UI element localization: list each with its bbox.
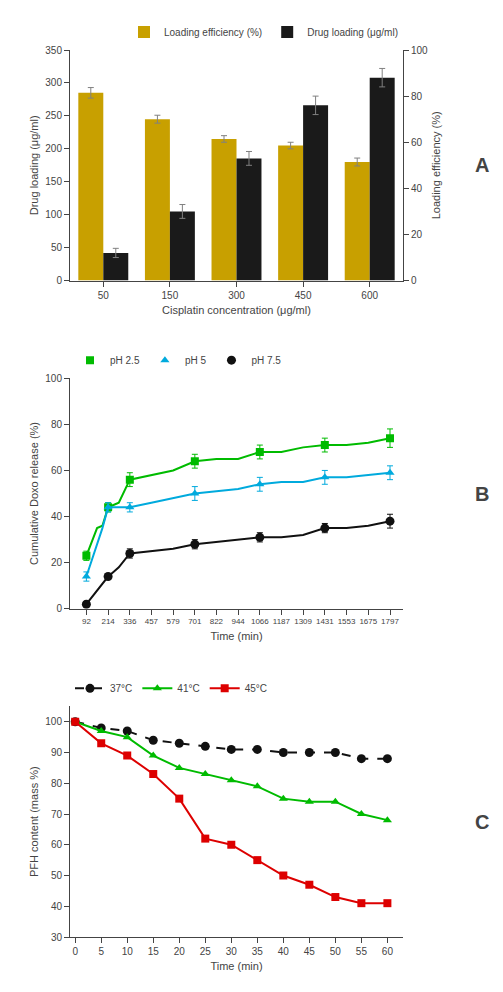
svg-text:A: A <box>475 154 489 176</box>
svg-text:Cisplatin concentration (μg/ml: Cisplatin concentration (μg/ml) <box>162 304 311 316</box>
svg-text:300: 300 <box>45 77 62 88</box>
svg-text:20: 20 <box>174 946 186 957</box>
svg-text:1797: 1797 <box>381 617 399 626</box>
svg-text:80: 80 <box>51 419 63 430</box>
svg-text:822: 822 <box>210 617 224 626</box>
svg-text:10: 10 <box>122 946 134 957</box>
svg-text:0: 0 <box>56 603 62 614</box>
svg-text:45°C: 45°C <box>245 683 267 694</box>
svg-text:1431: 1431 <box>316 617 334 626</box>
svg-text:PFH content (mass %): PFH content (mass %) <box>28 766 40 877</box>
svg-text:Cumulative Doxo release (%): Cumulative Doxo release (%) <box>28 422 40 565</box>
svg-text:45: 45 <box>304 946 316 957</box>
svg-text:579: 579 <box>166 617 180 626</box>
svg-text:B: B <box>475 483 489 505</box>
svg-text:55: 55 <box>356 946 368 957</box>
svg-text:457: 457 <box>145 617 159 626</box>
svg-text:35: 35 <box>252 946 264 957</box>
svg-text:350: 350 <box>45 45 62 56</box>
svg-text:37°C: 37°C <box>110 683 132 694</box>
svg-text:Loading efficiency (%): Loading efficiency (%) <box>164 27 262 38</box>
svg-text:40: 40 <box>278 946 290 957</box>
svg-text:70: 70 <box>51 809 63 820</box>
svg-text:60: 60 <box>411 137 423 148</box>
svg-text:30: 30 <box>51 932 63 943</box>
svg-text:150: 150 <box>162 290 179 301</box>
svg-text:0: 0 <box>411 275 417 286</box>
svg-text:450: 450 <box>295 290 312 301</box>
svg-text:40: 40 <box>411 183 423 194</box>
svg-text:100: 100 <box>411 45 428 56</box>
svg-text:Drug loading (μg/ml): Drug loading (μg/ml) <box>28 115 40 215</box>
svg-text:pH 7.5: pH 7.5 <box>251 355 281 366</box>
svg-text:30: 30 <box>226 946 238 957</box>
svg-text:701: 701 <box>188 617 202 626</box>
svg-text:250: 250 <box>45 110 62 121</box>
svg-text:92: 92 <box>82 617 91 626</box>
svg-text:600: 600 <box>361 290 378 301</box>
svg-text:50: 50 <box>51 242 63 253</box>
svg-text:40: 40 <box>51 901 63 912</box>
svg-text:100: 100 <box>45 373 62 384</box>
svg-text:0: 0 <box>72 946 78 957</box>
svg-text:15: 15 <box>148 946 160 957</box>
svg-text:Drug loading (μg/ml): Drug loading (μg/ml) <box>307 27 398 38</box>
svg-text:60: 60 <box>51 839 63 850</box>
svg-text:150: 150 <box>45 176 62 187</box>
svg-text:pH 5: pH 5 <box>185 355 207 366</box>
svg-text:50: 50 <box>51 870 63 881</box>
svg-text:944: 944 <box>231 617 245 626</box>
svg-text:80: 80 <box>51 778 63 789</box>
svg-text:336: 336 <box>123 617 137 626</box>
svg-text:60: 60 <box>382 946 394 957</box>
svg-text:300: 300 <box>228 290 245 301</box>
svg-text:1066: 1066 <box>251 617 269 626</box>
svg-text:50: 50 <box>330 946 342 957</box>
svg-text:20: 20 <box>411 229 423 240</box>
svg-text:pH 2.5: pH 2.5 <box>110 355 140 366</box>
svg-text:100: 100 <box>45 716 62 727</box>
svg-text:1553: 1553 <box>338 617 356 626</box>
svg-text:Time (min): Time (min) <box>210 630 262 642</box>
svg-text:20: 20 <box>51 557 63 568</box>
svg-text:Loading efficiency (%): Loading efficiency (%) <box>431 111 443 219</box>
svg-text:1675: 1675 <box>359 617 377 626</box>
svg-text:214: 214 <box>101 617 115 626</box>
svg-text:C: C <box>475 811 489 833</box>
svg-text:90: 90 <box>51 747 63 758</box>
svg-text:1187: 1187 <box>273 617 291 626</box>
svg-text:60: 60 <box>51 465 63 476</box>
svg-text:100: 100 <box>45 209 62 220</box>
svg-text:200: 200 <box>45 143 62 154</box>
svg-text:1309: 1309 <box>294 617 312 626</box>
svg-text:50: 50 <box>98 290 110 301</box>
svg-text:80: 80 <box>411 91 423 102</box>
svg-text:25: 25 <box>200 946 212 957</box>
svg-text:41°C: 41°C <box>177 683 199 694</box>
svg-text:0: 0 <box>56 275 62 286</box>
svg-text:5: 5 <box>98 946 104 957</box>
svg-text:40: 40 <box>51 511 63 522</box>
svg-text:Time (min): Time (min) <box>210 960 262 972</box>
